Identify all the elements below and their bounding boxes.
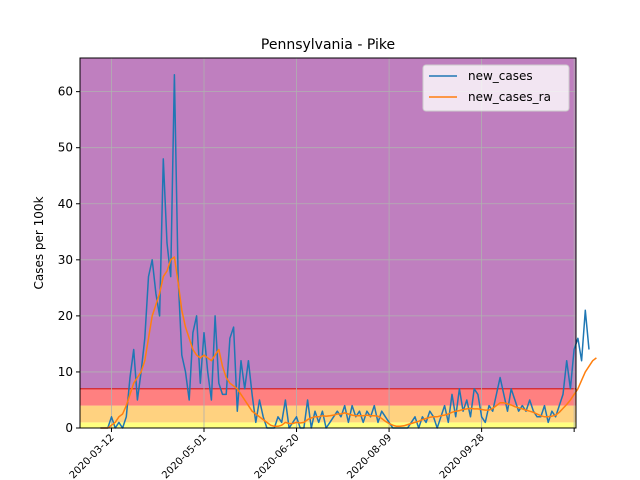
risk-band-3 [80, 58, 576, 389]
risk-band-1 [80, 405, 576, 423]
x-tick-label: 2020-09-28 [438, 432, 487, 480]
series-line-new_cases [100, 74, 590, 429]
y-tick-label: 20 [58, 309, 73, 323]
y-tick-label: 40 [58, 197, 73, 211]
risk-bands [80, 58, 576, 428]
x-tick-label: 2020-08-09 [345, 432, 394, 480]
x-tick-label: 2020-05-01 [160, 432, 209, 480]
y-tick-label: 0 [65, 421, 73, 435]
legend: new_cases new_cases_ra [422, 64, 570, 112]
y-tick-label: 50 [58, 141, 73, 155]
legend-label: new_cases_ra [468, 90, 551, 104]
chart-title: Pennsylvania - Pike [261, 37, 395, 53]
series-lines [100, 74, 597, 429]
y-tick-label: 60 [58, 85, 73, 99]
legend-box [422, 64, 570, 112]
y-tick-label: 10 [58, 365, 73, 379]
series-line-new_cases_ra [100, 256, 597, 429]
y-tick-label: 30 [58, 253, 73, 267]
plot-frame [79, 57, 577, 429]
x-tick-label: 2020-06-20 [253, 432, 302, 480]
x-tick-label: 2020-03-12 [68, 432, 117, 480]
x-axis: 2020-03-12 2020-05-01 2020-06-20 2020-08-09… [68, 428, 575, 480]
legend-label: new_cases [468, 69, 533, 83]
y-axis: 0 10 20 30 40 50 60 [58, 85, 80, 435]
y-axis-label: Cases per 100k [32, 196, 46, 289]
